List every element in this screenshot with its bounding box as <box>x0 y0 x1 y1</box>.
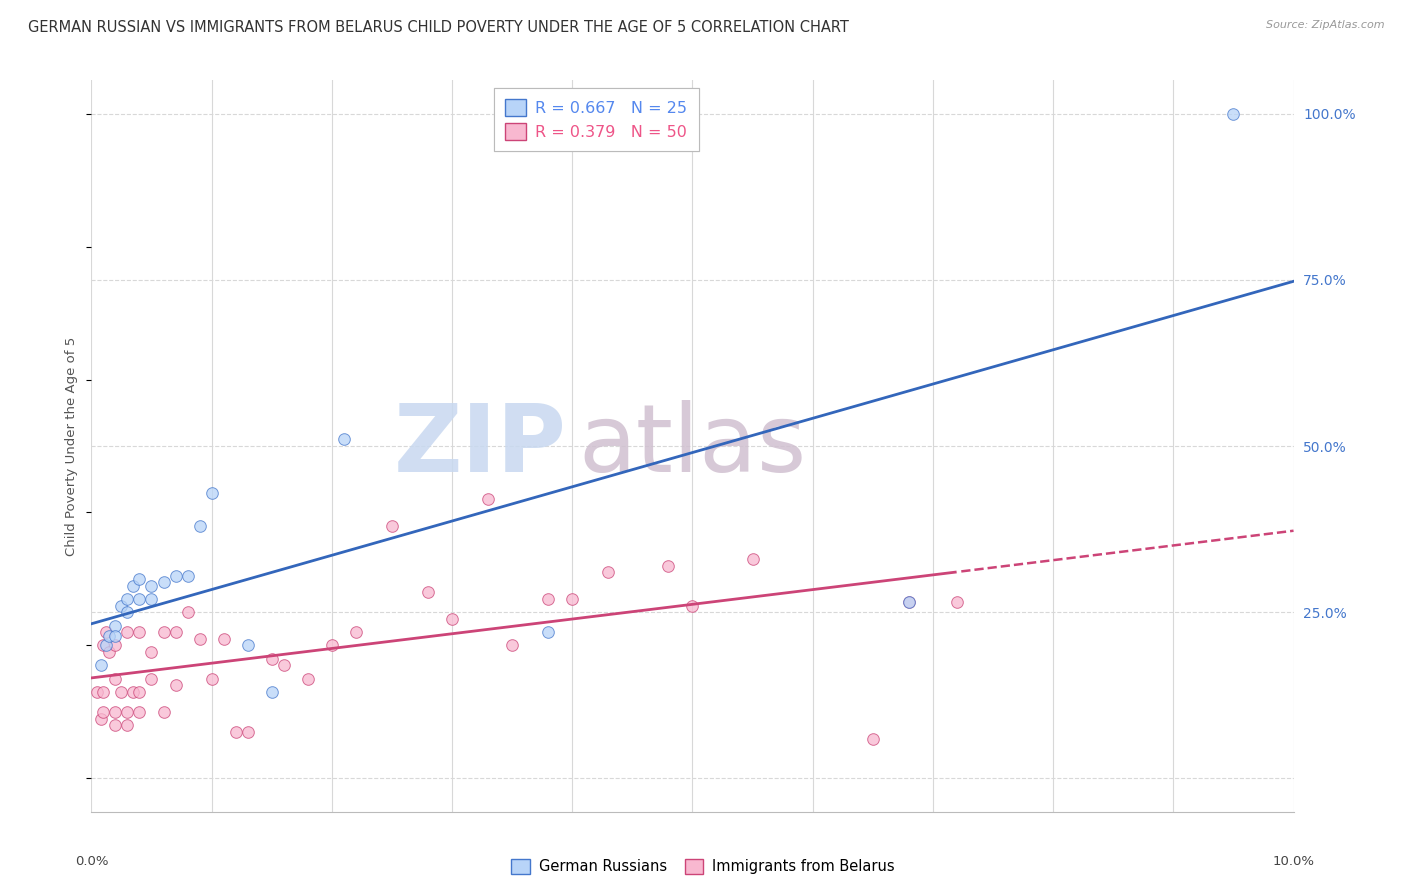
Point <box>176 605 198 619</box>
Point <box>897 595 920 609</box>
Point <box>260 652 283 666</box>
Point <box>117 605 139 619</box>
Text: GERMAN RUSSIAN VS IMMIGRANTS FROM BELARUS CHILD POVERTY UNDER THE AGE OF 5 CORRE: GERMAN RUSSIAN VS IMMIGRANTS FROM BELARU… <box>28 20 849 35</box>
Point <box>440 612 463 626</box>
Point <box>946 595 969 609</box>
Point <box>236 725 259 739</box>
Point <box>141 672 163 686</box>
Point <box>104 672 127 686</box>
Text: Source: ZipAtlas.com: Source: ZipAtlas.com <box>1267 20 1385 29</box>
Point <box>165 625 187 640</box>
Point <box>128 625 150 640</box>
Point <box>128 705 150 719</box>
Point <box>416 585 439 599</box>
Point <box>122 579 145 593</box>
Point <box>93 705 115 719</box>
Point <box>165 678 187 692</box>
Point <box>104 628 127 642</box>
Point <box>110 599 132 613</box>
Point <box>681 599 703 613</box>
Point <box>93 685 115 699</box>
Point <box>93 639 115 653</box>
Point <box>117 591 139 606</box>
Point <box>477 492 499 507</box>
Point <box>598 566 620 580</box>
Legend: R = 0.667   N = 25, R = 0.379   N = 50: R = 0.667 N = 25, R = 0.379 N = 50 <box>494 88 699 151</box>
Point <box>94 639 117 653</box>
Text: atlas: atlas <box>578 400 807 492</box>
Point <box>117 718 139 732</box>
Point <box>98 628 121 642</box>
Point <box>90 658 112 673</box>
Point <box>201 485 224 500</box>
Point <box>537 625 560 640</box>
Point <box>501 639 523 653</box>
Point <box>176 568 198 582</box>
Point <box>1222 106 1244 120</box>
Point <box>344 625 367 640</box>
Point <box>897 595 920 609</box>
Point <box>141 579 163 593</box>
Point <box>94 625 117 640</box>
Point <box>104 718 127 732</box>
Point <box>862 731 884 746</box>
Text: 0.0%: 0.0% <box>75 855 108 868</box>
Point <box>104 639 127 653</box>
Point <box>152 705 174 719</box>
Point <box>104 705 127 719</box>
Point <box>561 591 583 606</box>
Point <box>188 518 211 533</box>
Point <box>333 433 356 447</box>
Point <box>537 591 560 606</box>
Point <box>117 625 139 640</box>
Point <box>165 568 187 582</box>
Point <box>297 672 319 686</box>
Point <box>128 685 150 699</box>
Point <box>122 685 145 699</box>
Point <box>128 572 150 586</box>
Point <box>128 591 150 606</box>
Point <box>236 639 259 653</box>
Point <box>152 625 174 640</box>
Point <box>152 575 174 590</box>
Point <box>657 558 679 573</box>
Text: ZIP: ZIP <box>394 400 567 492</box>
Point <box>110 685 132 699</box>
Point <box>260 685 283 699</box>
Point <box>141 645 163 659</box>
Point <box>141 591 163 606</box>
Point <box>90 712 112 726</box>
Y-axis label: Child Poverty Under the Age of 5: Child Poverty Under the Age of 5 <box>65 336 79 556</box>
Point <box>117 705 139 719</box>
Point <box>321 639 343 653</box>
Point <box>98 645 121 659</box>
Point <box>212 632 235 646</box>
Point <box>225 725 247 739</box>
Point <box>381 518 404 533</box>
Point <box>201 672 224 686</box>
Point <box>188 632 211 646</box>
Point <box>86 685 108 699</box>
Point <box>273 658 295 673</box>
Point <box>741 552 763 566</box>
Point <box>104 618 127 632</box>
Legend: German Russians, Immigrants from Belarus: German Russians, Immigrants from Belarus <box>505 853 901 880</box>
Text: 10.0%: 10.0% <box>1272 855 1315 868</box>
